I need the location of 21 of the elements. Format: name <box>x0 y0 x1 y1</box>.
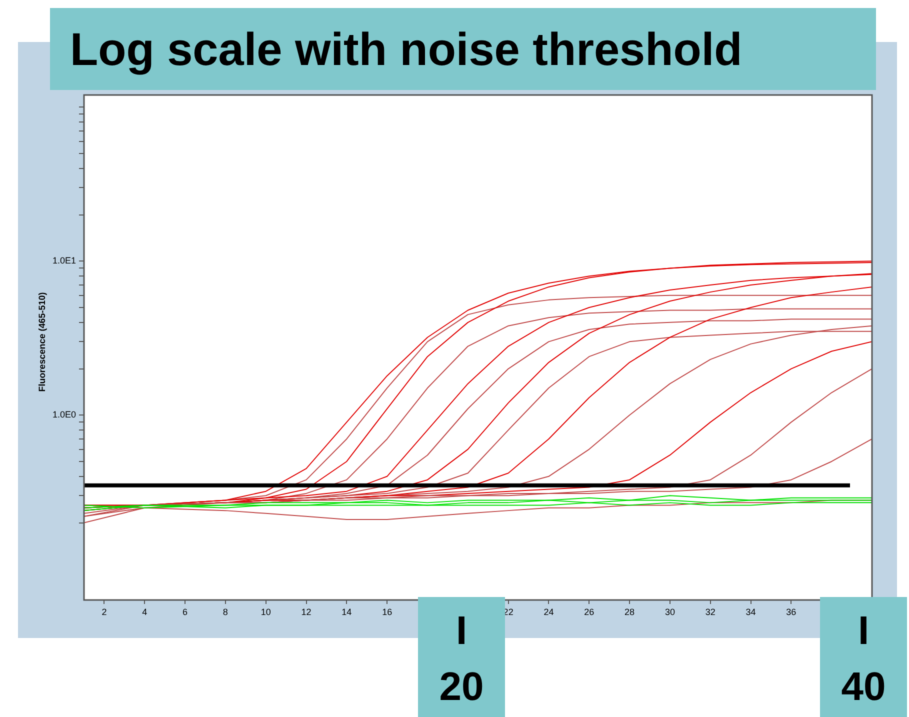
x-tick-label: 34 <box>746 606 756 617</box>
text: I 40 <box>820 597 907 717</box>
text: I 20 <box>418 597 505 717</box>
x-tick-label: 32 <box>705 606 716 617</box>
x-tick-label: 28 <box>624 606 635 617</box>
x-tick-label: 12 <box>301 606 312 617</box>
y-tick-label: 1.0E1 <box>52 256 76 266</box>
x-tick-label: 6 <box>182 606 188 617</box>
y-axis-title: Fluorescence (465-510) <box>37 292 47 392</box>
x-tick-label: 4 <box>142 606 148 617</box>
y-tick-label: 1.0E0 <box>52 410 76 420</box>
x-tick-label: 36 <box>786 606 796 617</box>
chart-title: Log scale with noise threshold <box>50 8 876 90</box>
x-tick-label: 10 <box>260 606 271 617</box>
x-tick-label: 24 <box>544 606 554 617</box>
x-tick-label: 16 <box>382 606 392 617</box>
x-tick-label: 30 <box>664 606 675 617</box>
x-tick-label: 8 <box>222 606 228 617</box>
x-tick-label: 26 <box>584 606 594 617</box>
x-tick-label: 2 <box>102 606 107 617</box>
x-tick-label: 14 <box>342 606 352 617</box>
